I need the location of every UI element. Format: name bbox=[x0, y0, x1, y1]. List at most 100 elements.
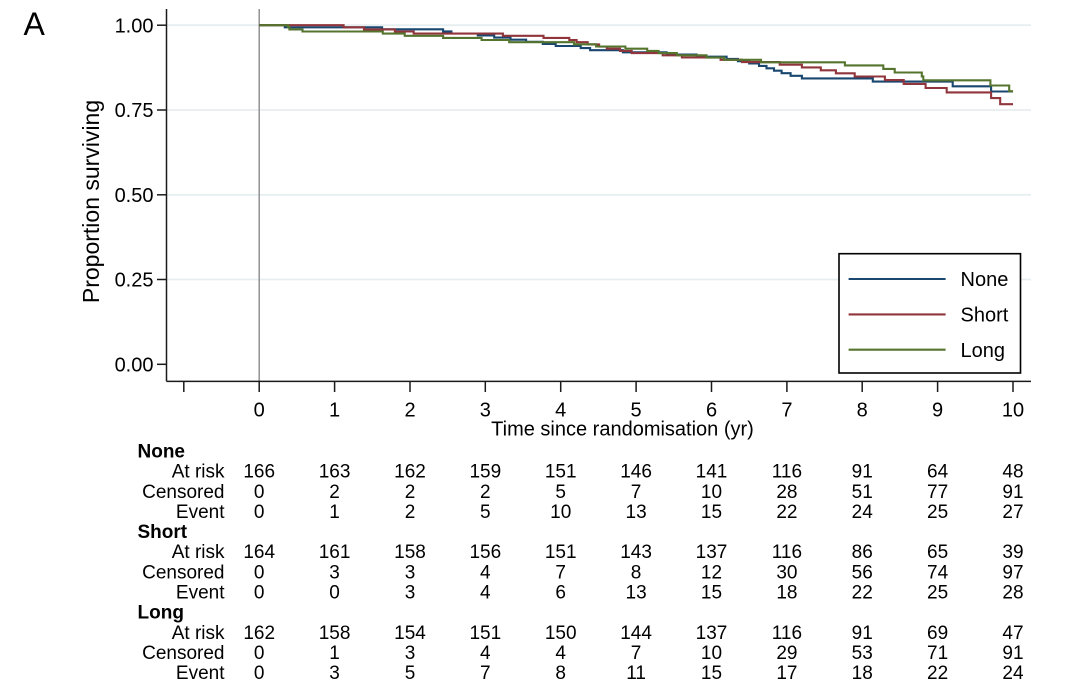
svg-text:71: 71 bbox=[927, 643, 948, 664]
svg-text:7: 7 bbox=[781, 400, 792, 422]
svg-text:Long: Long bbox=[138, 603, 184, 624]
svg-text:0: 0 bbox=[254, 583, 265, 604]
svg-text:141: 141 bbox=[696, 462, 728, 483]
svg-text:10: 10 bbox=[1002, 400, 1024, 422]
svg-text:39: 39 bbox=[1002, 542, 1023, 563]
svg-text:7: 7 bbox=[631, 482, 642, 503]
svg-text:7: 7 bbox=[480, 663, 491, 684]
svg-text:53: 53 bbox=[852, 643, 873, 664]
svg-text:154: 154 bbox=[394, 623, 426, 644]
svg-text:91: 91 bbox=[852, 623, 873, 644]
svg-text:15: 15 bbox=[701, 663, 722, 684]
svg-text:At risk: At risk bbox=[172, 623, 225, 644]
svg-text:4: 4 bbox=[480, 643, 491, 664]
svg-text:10: 10 bbox=[550, 502, 571, 523]
svg-text:13: 13 bbox=[626, 502, 647, 523]
svg-text:Censored: Censored bbox=[142, 643, 224, 664]
svg-text:29: 29 bbox=[776, 643, 797, 664]
svg-text:1: 1 bbox=[329, 400, 340, 422]
svg-text:0.50: 0.50 bbox=[115, 185, 154, 207]
svg-text:47: 47 bbox=[1002, 623, 1023, 644]
svg-text:22: 22 bbox=[852, 583, 873, 604]
svg-text:69: 69 bbox=[927, 623, 948, 644]
svg-text:156: 156 bbox=[469, 542, 501, 563]
svg-text:162: 162 bbox=[243, 623, 275, 644]
svg-text:151: 151 bbox=[469, 623, 501, 644]
svg-text:2: 2 bbox=[404, 400, 415, 422]
svg-text:158: 158 bbox=[319, 623, 351, 644]
svg-text:151: 151 bbox=[545, 462, 577, 483]
svg-text:77: 77 bbox=[927, 482, 948, 503]
svg-text:159: 159 bbox=[469, 462, 501, 483]
svg-text:12: 12 bbox=[701, 562, 722, 583]
svg-text:At risk: At risk bbox=[172, 542, 225, 563]
svg-text:15: 15 bbox=[701, 583, 722, 604]
svg-text:116: 116 bbox=[772, 623, 802, 644]
svg-text:2: 2 bbox=[329, 482, 340, 503]
svg-text:4: 4 bbox=[480, 583, 491, 604]
svg-text:1: 1 bbox=[329, 643, 340, 664]
svg-text:Event: Event bbox=[176, 583, 225, 604]
svg-text:5: 5 bbox=[631, 400, 642, 422]
svg-text:91: 91 bbox=[1002, 643, 1023, 664]
svg-text:146: 146 bbox=[620, 462, 652, 483]
svg-text:Time since randomisation (yr): Time since randomisation (yr) bbox=[491, 419, 754, 441]
svg-text:18: 18 bbox=[776, 583, 797, 604]
svg-text:At risk: At risk bbox=[172, 462, 225, 483]
svg-text:4: 4 bbox=[555, 400, 566, 422]
svg-text:5: 5 bbox=[405, 663, 416, 684]
svg-text:48: 48 bbox=[1002, 462, 1023, 483]
svg-text:9: 9 bbox=[932, 400, 943, 422]
svg-text:86: 86 bbox=[852, 542, 873, 563]
svg-text:164: 164 bbox=[243, 542, 275, 563]
svg-text:2: 2 bbox=[405, 482, 416, 503]
svg-text:None: None bbox=[961, 269, 1009, 291]
svg-text:Long: Long bbox=[961, 340, 1006, 362]
svg-text:0: 0 bbox=[254, 400, 265, 422]
svg-text:163: 163 bbox=[319, 462, 351, 483]
svg-text:0: 0 bbox=[254, 663, 265, 684]
svg-text:91: 91 bbox=[1002, 482, 1023, 503]
svg-text:64: 64 bbox=[927, 462, 949, 483]
svg-text:0: 0 bbox=[329, 583, 340, 604]
svg-text:13: 13 bbox=[626, 583, 647, 604]
svg-text:Short: Short bbox=[961, 305, 1009, 327]
svg-text:7: 7 bbox=[555, 562, 566, 583]
svg-text:Censored: Censored bbox=[142, 562, 224, 583]
svg-text:8: 8 bbox=[555, 663, 566, 684]
svg-text:0.75: 0.75 bbox=[115, 100, 154, 122]
svg-text:0: 0 bbox=[254, 482, 265, 503]
svg-text:8: 8 bbox=[857, 400, 868, 422]
svg-text:28: 28 bbox=[776, 482, 797, 503]
svg-text:161: 161 bbox=[319, 542, 351, 563]
svg-text:4: 4 bbox=[480, 562, 491, 583]
svg-text:0.25: 0.25 bbox=[115, 270, 154, 292]
svg-text:None: None bbox=[138, 442, 186, 463]
svg-text:17: 17 bbox=[776, 663, 797, 684]
svg-text:24: 24 bbox=[1002, 663, 1024, 684]
svg-text:8: 8 bbox=[631, 562, 642, 583]
svg-text:6: 6 bbox=[555, 583, 566, 604]
svg-text:51: 51 bbox=[852, 482, 873, 503]
svg-text:30: 30 bbox=[776, 562, 797, 583]
svg-text:56: 56 bbox=[852, 562, 873, 583]
svg-text:11: 11 bbox=[626, 663, 646, 684]
svg-text:97: 97 bbox=[1002, 562, 1023, 583]
svg-text:0.00: 0.00 bbox=[115, 355, 154, 377]
svg-text:2: 2 bbox=[405, 502, 416, 523]
svg-text:22: 22 bbox=[776, 502, 797, 523]
svg-text:27: 27 bbox=[1002, 502, 1023, 523]
svg-text:7: 7 bbox=[631, 643, 642, 664]
svg-text:10: 10 bbox=[701, 482, 722, 503]
svg-text:Censored: Censored bbox=[142, 482, 224, 503]
svg-text:166: 166 bbox=[243, 462, 275, 483]
svg-text:22: 22 bbox=[927, 663, 948, 684]
svg-text:116: 116 bbox=[772, 462, 802, 483]
svg-text:65: 65 bbox=[927, 542, 948, 563]
svg-text:25: 25 bbox=[927, 502, 948, 523]
svg-text:1: 1 bbox=[329, 502, 340, 523]
svg-text:0: 0 bbox=[254, 562, 265, 583]
svg-text:158: 158 bbox=[394, 542, 426, 563]
svg-text:137: 137 bbox=[696, 542, 728, 563]
svg-text:Proportion surviving: Proportion surviving bbox=[78, 100, 104, 303]
